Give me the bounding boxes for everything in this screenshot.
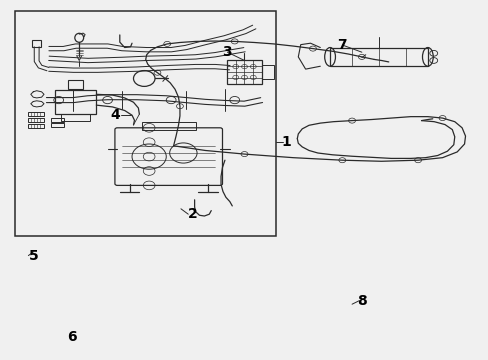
- Bar: [15, 11, 276, 236]
- Text: 5: 5: [28, 249, 38, 262]
- Text: 6: 6: [67, 330, 77, 343]
- Bar: [51, 123, 63, 127]
- Bar: [28, 112, 44, 116]
- Bar: [28, 118, 44, 122]
- Text: 3: 3: [222, 45, 232, 59]
- Bar: [262, 65, 274, 79]
- Text: 8: 8: [356, 294, 366, 307]
- Text: 1: 1: [281, 135, 290, 149]
- Bar: [68, 80, 83, 89]
- Bar: [32, 40, 41, 47]
- Bar: [61, 114, 90, 121]
- Bar: [226, 60, 262, 84]
- Bar: [28, 124, 44, 128]
- Text: 4: 4: [110, 108, 120, 122]
- Text: 7: 7: [337, 38, 346, 52]
- Text: 2: 2: [188, 207, 198, 221]
- Bar: [329, 48, 427, 66]
- Bar: [142, 122, 195, 130]
- Bar: [51, 118, 63, 122]
- Bar: [55, 90, 96, 114]
